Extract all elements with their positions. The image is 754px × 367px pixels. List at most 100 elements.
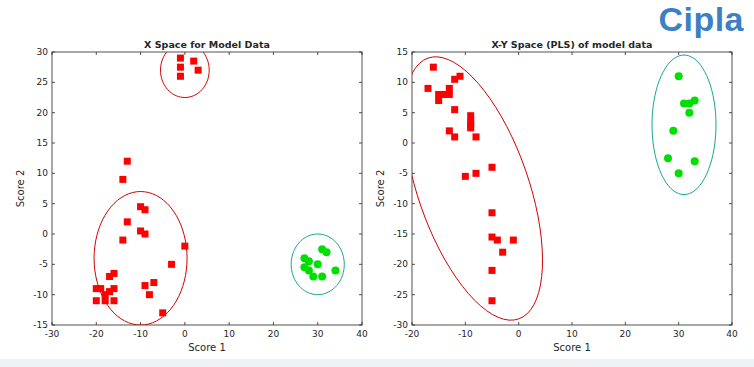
y-tick bbox=[729, 173, 732, 174]
y-tick bbox=[412, 173, 415, 174]
y-tick bbox=[52, 294, 55, 295]
point bbox=[430, 64, 437, 71]
y-tick bbox=[412, 264, 415, 265]
point bbox=[467, 124, 474, 131]
y-tick bbox=[729, 234, 732, 235]
x-tick bbox=[465, 322, 466, 325]
x-tick-label: 30 bbox=[312, 329, 324, 339]
x-tick-label: 10 bbox=[566, 329, 578, 339]
y-tick-label: -30 bbox=[393, 320, 408, 330]
point bbox=[331, 266, 339, 274]
y-tick bbox=[52, 82, 55, 83]
plot-frame bbox=[412, 52, 732, 325]
point bbox=[93, 285, 100, 292]
logo: Cipla bbox=[658, 0, 744, 39]
x-tick bbox=[229, 52, 230, 55]
chart: -30-20-10010203040-15-10-5051015202530X … bbox=[15, 39, 368, 353]
plot-area bbox=[93, 52, 345, 325]
y-tick-label: -5 bbox=[399, 168, 408, 178]
y-tick-label: 30 bbox=[37, 47, 49, 57]
point bbox=[489, 209, 496, 216]
point bbox=[462, 173, 469, 180]
y-tick bbox=[359, 52, 362, 53]
point bbox=[119, 237, 126, 244]
y-tick bbox=[52, 234, 55, 235]
point bbox=[446, 127, 453, 134]
x-tick bbox=[465, 52, 466, 55]
x-tick bbox=[273, 322, 274, 325]
x-tick bbox=[52, 52, 53, 55]
y-tick bbox=[729, 203, 732, 204]
point bbox=[467, 112, 474, 119]
y-tick bbox=[729, 82, 732, 83]
point bbox=[168, 261, 175, 268]
point bbox=[106, 273, 113, 280]
point bbox=[190, 58, 197, 65]
y-tick bbox=[359, 264, 362, 265]
point bbox=[102, 291, 109, 298]
y-tick bbox=[412, 234, 415, 235]
y-tick bbox=[729, 294, 732, 295]
y-axis-label: Score 2 bbox=[375, 170, 386, 208]
point bbox=[181, 243, 188, 250]
point bbox=[142, 206, 149, 213]
x-tick-label: 10 bbox=[223, 329, 235, 339]
y-tick-label: -10 bbox=[33, 290, 48, 300]
point bbox=[675, 169, 683, 177]
y-tick bbox=[359, 294, 362, 295]
point bbox=[177, 55, 184, 62]
group-ellipse bbox=[291, 234, 344, 295]
chart: -20-10010203040-30-25-20-15-10-5051015X-… bbox=[375, 39, 738, 353]
point bbox=[195, 67, 202, 74]
y-tick bbox=[412, 143, 415, 144]
x-tick bbox=[184, 322, 185, 325]
point bbox=[489, 267, 496, 274]
bottom-strip bbox=[0, 359, 754, 367]
plot-area bbox=[412, 55, 716, 320]
y-tick bbox=[52, 52, 55, 53]
y-tick bbox=[729, 325, 732, 326]
charts: -30-20-10010203040-15-10-5051015202530X … bbox=[0, 0, 754, 367]
point bbox=[499, 249, 506, 256]
y-tick-label: -15 bbox=[33, 320, 48, 330]
x-tick bbox=[229, 322, 230, 325]
y-tick bbox=[412, 203, 415, 204]
y-tick bbox=[359, 173, 362, 174]
point bbox=[451, 106, 458, 113]
x-tick bbox=[412, 322, 413, 325]
x-tick bbox=[678, 322, 679, 325]
point bbox=[102, 297, 109, 304]
y-tick bbox=[729, 143, 732, 144]
point bbox=[159, 309, 166, 316]
y-tick-label: 5 bbox=[402, 108, 408, 118]
point bbox=[142, 231, 149, 238]
y-tick bbox=[52, 264, 55, 265]
y-tick-label: 15 bbox=[37, 138, 48, 148]
y-tick bbox=[412, 112, 415, 113]
x-tick-label: 30 bbox=[673, 329, 685, 339]
x-tick-label: -20 bbox=[89, 329, 104, 339]
group-ellipse bbox=[161, 52, 210, 98]
x-tick-label: -30 bbox=[45, 329, 60, 339]
y-tick bbox=[729, 52, 732, 53]
point bbox=[177, 64, 184, 71]
point bbox=[494, 237, 501, 244]
y-tick bbox=[412, 294, 415, 295]
y-tick-label: 10 bbox=[397, 77, 409, 87]
point bbox=[425, 85, 432, 92]
group-ellipse bbox=[652, 55, 716, 195]
y-tick bbox=[412, 325, 415, 326]
x-tick bbox=[362, 52, 363, 55]
x-tick bbox=[317, 322, 318, 325]
point bbox=[473, 133, 480, 140]
point bbox=[309, 272, 317, 280]
y-tick-label: 0 bbox=[42, 229, 48, 239]
point bbox=[489, 164, 496, 171]
chart-title: X Space for Model Data bbox=[144, 39, 270, 50]
point bbox=[451, 133, 458, 140]
y-tick-label: -25 bbox=[393, 290, 408, 300]
x-tick bbox=[140, 52, 141, 55]
x-tick-label: 40 bbox=[356, 329, 368, 339]
point bbox=[473, 170, 480, 177]
point bbox=[119, 176, 126, 183]
